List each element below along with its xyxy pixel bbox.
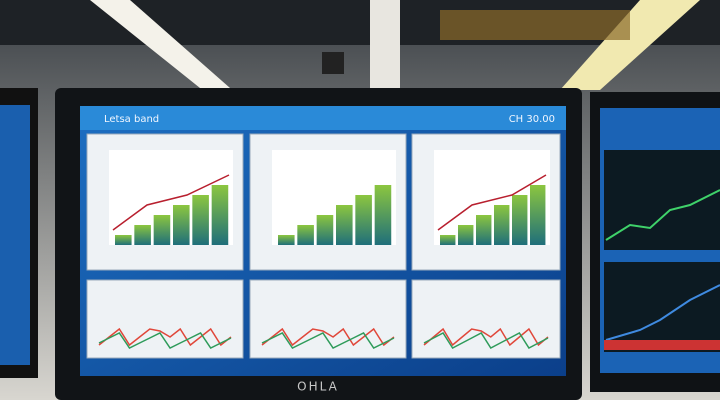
camera	[322, 52, 344, 74]
bar	[173, 205, 190, 245]
wave-line	[98, 332, 232, 349]
panels	[86, 133, 561, 359]
right-line	[605, 284, 720, 341]
panel	[411, 279, 561, 359]
right-chart	[604, 150, 720, 250]
screen-header	[80, 106, 566, 130]
ceiling-panel	[440, 10, 630, 40]
right-ticker	[604, 340, 720, 350]
bar	[115, 235, 132, 245]
wave-line	[98, 327, 232, 347]
trend-line	[275, 174, 393, 231]
light-beam	[560, 0, 700, 90]
bar	[530, 185, 546, 245]
bar	[336, 205, 353, 245]
bar	[458, 225, 474, 245]
bar	[134, 225, 151, 245]
brand: OHLA	[297, 380, 339, 394]
bar	[153, 215, 171, 245]
bar	[355, 195, 372, 245]
bar	[297, 225, 314, 245]
bar	[211, 185, 229, 245]
bar	[476, 215, 492, 245]
bar	[512, 195, 528, 245]
bar	[316, 215, 334, 245]
light-beam	[90, 0, 230, 88]
right-chart	[604, 262, 720, 352]
header-title: Letsa band	[104, 114, 159, 125]
wave-line	[423, 327, 549, 347]
header-value: CH 30.00	[509, 114, 555, 125]
panel	[86, 279, 244, 359]
side-screen	[0, 105, 30, 365]
bar	[494, 205, 510, 245]
panel	[249, 279, 407, 359]
bar	[440, 235, 456, 245]
wave-line	[423, 332, 549, 349]
trend-line	[112, 174, 230, 231]
bar	[374, 185, 392, 245]
right-line	[605, 189, 720, 241]
pillar	[370, 0, 400, 90]
trend-line	[437, 174, 547, 231]
wave-line	[261, 327, 395, 347]
bar	[192, 195, 209, 245]
wave-line	[261, 332, 395, 349]
bar	[278, 235, 295, 245]
